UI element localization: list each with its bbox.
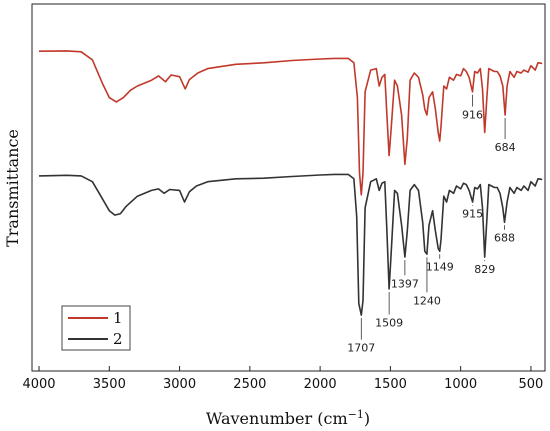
x-axis-title-sup: −1 bbox=[348, 408, 364, 421]
annotation-label-915: 915 bbox=[462, 208, 483, 221]
x-tick-label: 2000 bbox=[304, 377, 337, 392]
y-axis-title: Transmittance bbox=[3, 129, 22, 247]
x-tick-label: 2500 bbox=[233, 377, 266, 392]
x-axis-title: Wavenumber (cm−1) bbox=[206, 408, 370, 428]
legend-label-2: 2 bbox=[113, 330, 123, 348]
annotation-label-684: 684 bbox=[495, 141, 516, 154]
legend-label-1: 1 bbox=[113, 309, 123, 327]
x-tick-label: 1500 bbox=[374, 377, 407, 392]
x-tick-label: 500 bbox=[519, 377, 544, 392]
annotation-label-1240: 1240 bbox=[413, 294, 441, 307]
annotation-label-1397: 1397 bbox=[391, 277, 419, 290]
x-tick-label: 4000 bbox=[22, 377, 55, 392]
x-axis-title-end: ) bbox=[364, 409, 370, 428]
annotation-label-688: 688 bbox=[494, 232, 515, 245]
x-tick-label: 3500 bbox=[93, 377, 126, 392]
plot-frame bbox=[31, 3, 546, 372]
series-line-2 bbox=[38, 173, 543, 316]
annotation-label-1707: 1707 bbox=[347, 342, 375, 355]
legend: 1 2 bbox=[61, 305, 131, 351]
series-layer bbox=[38, 50, 543, 316]
legend-box bbox=[61, 305, 131, 351]
x-axis-ticks: 4000 3500 3000 2500 2000 1500 1000 500 bbox=[22, 366, 543, 392]
x-tick-label: 3000 bbox=[163, 377, 196, 392]
series-line-1 bbox=[38, 50, 543, 196]
x-tick-label: 1000 bbox=[444, 377, 477, 392]
annotation-label-1509: 1509 bbox=[375, 316, 403, 329]
annotation-label-1149: 1149 bbox=[426, 261, 454, 274]
annotation-label-916: 916 bbox=[462, 108, 483, 121]
annotation-label-829: 829 bbox=[474, 263, 495, 276]
x-axis-title-main: Wavenumber (cm bbox=[206, 409, 348, 428]
